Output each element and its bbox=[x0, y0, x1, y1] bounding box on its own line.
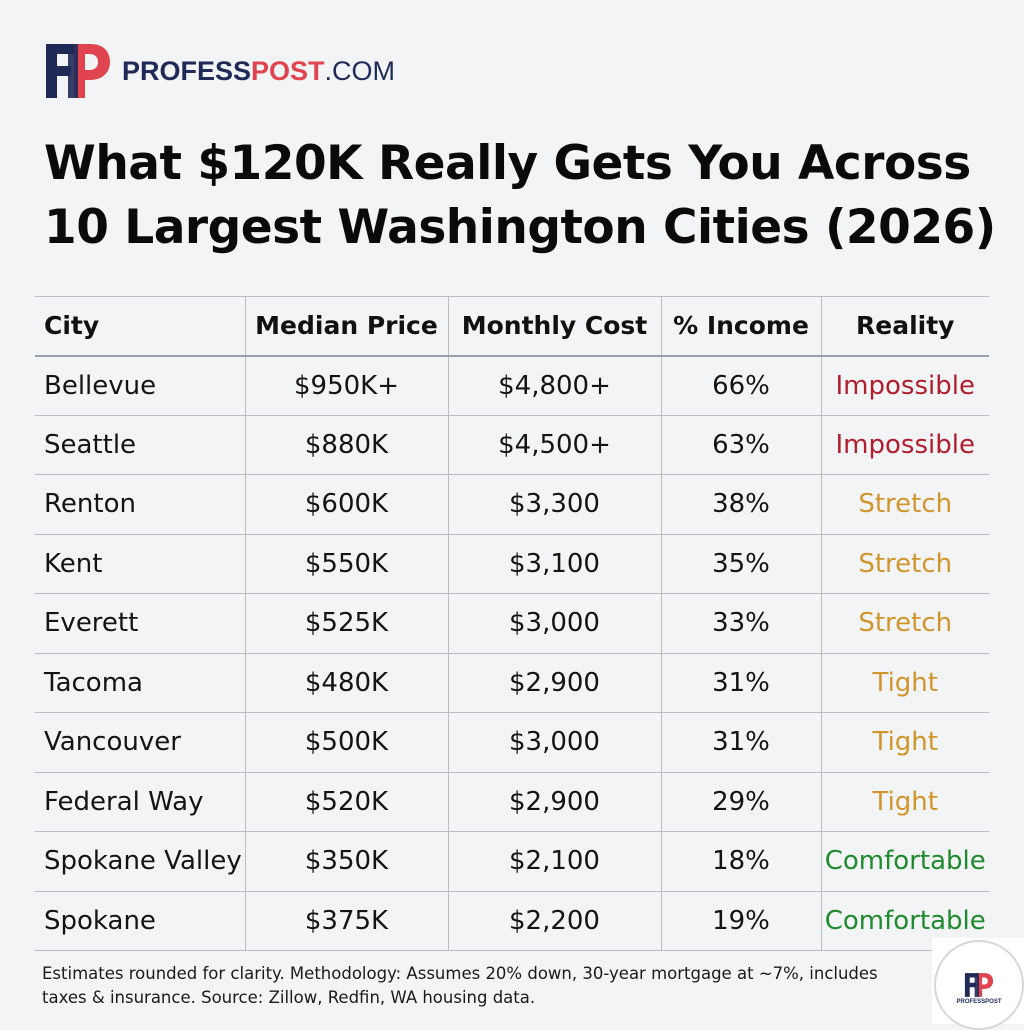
cell-percent-income: 38% bbox=[660, 474, 822, 535]
cell-median-price: $350K bbox=[244, 831, 449, 892]
cell-monthly-cost: $2,900 bbox=[447, 771, 662, 832]
footnote-line-1: Estimates rounded for clarity. Methodolo… bbox=[42, 964, 878, 983]
cell-median-price: $880K bbox=[244, 414, 449, 475]
cell-reality: Impossible bbox=[820, 355, 989, 416]
cell-monthly-cost: $2,900 bbox=[447, 652, 662, 713]
title-line-2: 10 Largest Washington Cities (2026) bbox=[44, 200, 996, 255]
table-row: Everett $525K $3,000 33% Stretch bbox=[35, 593, 989, 654]
cell-reality: Stretch bbox=[820, 474, 989, 535]
cell-monthly-cost: $3,000 bbox=[447, 712, 662, 773]
methodology-footnote: Estimates rounded for clarity. Methodolo… bbox=[42, 962, 932, 1010]
cell-monthly-cost: $3,000 bbox=[447, 593, 662, 654]
cell-percent-income: 35% bbox=[660, 533, 822, 594]
cell-city: Spokane bbox=[35, 890, 246, 951]
cell-monthly-cost: $4,800+ bbox=[447, 355, 662, 416]
cell-median-price: $480K bbox=[244, 652, 449, 713]
professpost-badge-logo-icon bbox=[964, 972, 994, 997]
cell-monthly-cost: $2,200 bbox=[447, 890, 662, 951]
housing-affordability-table: City Median Price Monthly Cost % Income … bbox=[35, 296, 989, 951]
brand-name: PROFESSPOST.COM bbox=[122, 56, 395, 87]
cell-city: Everett bbox=[35, 593, 246, 654]
header-reality: Reality bbox=[820, 296, 989, 357]
cell-reality: Tight bbox=[820, 712, 989, 773]
brand-name-part2: POST bbox=[251, 55, 325, 86]
professpost-logo-icon bbox=[46, 44, 110, 98]
header-percent-income: % Income bbox=[660, 296, 822, 357]
footnote-line-2: taxes & insurance. Source: Zillow, Redfi… bbox=[42, 988, 536, 1007]
cell-monthly-cost: $2,100 bbox=[447, 831, 662, 892]
brand-name-part3: .COM bbox=[324, 55, 396, 86]
table-row: Federal Way $520K $2,900 29% Tight bbox=[35, 771, 989, 832]
cell-city: Tacoma bbox=[35, 652, 246, 713]
badge-circle: PROFESSPOST bbox=[934, 940, 1024, 1030]
cell-city: Renton bbox=[35, 474, 246, 535]
brand-name-part1: PROFESS bbox=[122, 55, 252, 86]
cell-median-price: $375K bbox=[244, 890, 449, 951]
cell-percent-income: 63% bbox=[660, 414, 822, 475]
table-row: Bellevue $950K+ $4,800+ 66% Impossible bbox=[35, 355, 989, 416]
cell-monthly-cost: $3,300 bbox=[447, 474, 662, 535]
cell-city: Federal Way bbox=[35, 771, 246, 832]
table-row: Spokane Valley $350K $2,100 18% Comforta… bbox=[35, 831, 989, 892]
cell-reality: Stretch bbox=[820, 593, 989, 654]
cell-median-price: $550K bbox=[244, 533, 449, 594]
cell-reality: Impossible bbox=[820, 414, 989, 475]
cell-percent-income: 29% bbox=[660, 771, 822, 832]
cell-city: Bellevue bbox=[35, 355, 246, 416]
table-row: Kent $550K $3,100 35% Stretch bbox=[35, 533, 989, 594]
cell-reality: Stretch bbox=[820, 533, 989, 594]
cell-median-price: $520K bbox=[244, 771, 449, 832]
cell-reality: Comfortable bbox=[820, 831, 989, 892]
title-line-1: What $120K Really Gets You Across bbox=[44, 136, 971, 191]
cell-median-price: $950K+ bbox=[244, 355, 449, 416]
cell-median-price: $500K bbox=[244, 712, 449, 773]
cell-monthly-cost: $4,500+ bbox=[447, 414, 662, 475]
brand-header: PROFESSPOST.COM bbox=[44, 42, 395, 100]
cell-percent-income: 66% bbox=[660, 355, 822, 416]
table-row: Vancouver $500K $3,000 31% Tight bbox=[35, 712, 989, 773]
cell-percent-income: 19% bbox=[660, 890, 822, 951]
cell-reality: Tight bbox=[820, 652, 989, 713]
header-median-price: Median Price bbox=[244, 296, 449, 357]
header-city: City bbox=[35, 296, 246, 357]
badge-text: PROFESSPOST bbox=[956, 998, 1002, 1005]
cell-monthly-cost: $3,100 bbox=[447, 533, 662, 594]
table-row: Tacoma $480K $2,900 31% Tight bbox=[35, 652, 989, 713]
watermark-badge: PROFESSPOST bbox=[932, 938, 1024, 1030]
cell-reality: Tight bbox=[820, 771, 989, 832]
cell-city: Spokane Valley bbox=[35, 831, 246, 892]
cell-median-price: $600K bbox=[244, 474, 449, 535]
table-row: Seattle $880K $4,500+ 63% Impossible bbox=[35, 414, 989, 475]
cell-city: Kent bbox=[35, 533, 246, 594]
cell-percent-income: 31% bbox=[660, 652, 822, 713]
cell-percent-income: 18% bbox=[660, 831, 822, 892]
header-monthly-cost: Monthly Cost bbox=[447, 296, 662, 357]
page-title: What $120K Really Gets You Across 10 Lar… bbox=[44, 132, 1004, 260]
cell-median-price: $525K bbox=[244, 593, 449, 654]
cell-percent-income: 31% bbox=[660, 712, 822, 773]
cell-city: Vancouver bbox=[35, 712, 246, 773]
cell-city: Seattle bbox=[35, 414, 246, 475]
table-row: Spokane $375K $2,200 19% Comfortable bbox=[35, 890, 989, 951]
cell-percent-income: 33% bbox=[660, 593, 822, 654]
table-row: Renton $600K $3,300 38% Stretch bbox=[35, 474, 989, 535]
table-header-row: City Median Price Monthly Cost % Income … bbox=[35, 296, 989, 357]
